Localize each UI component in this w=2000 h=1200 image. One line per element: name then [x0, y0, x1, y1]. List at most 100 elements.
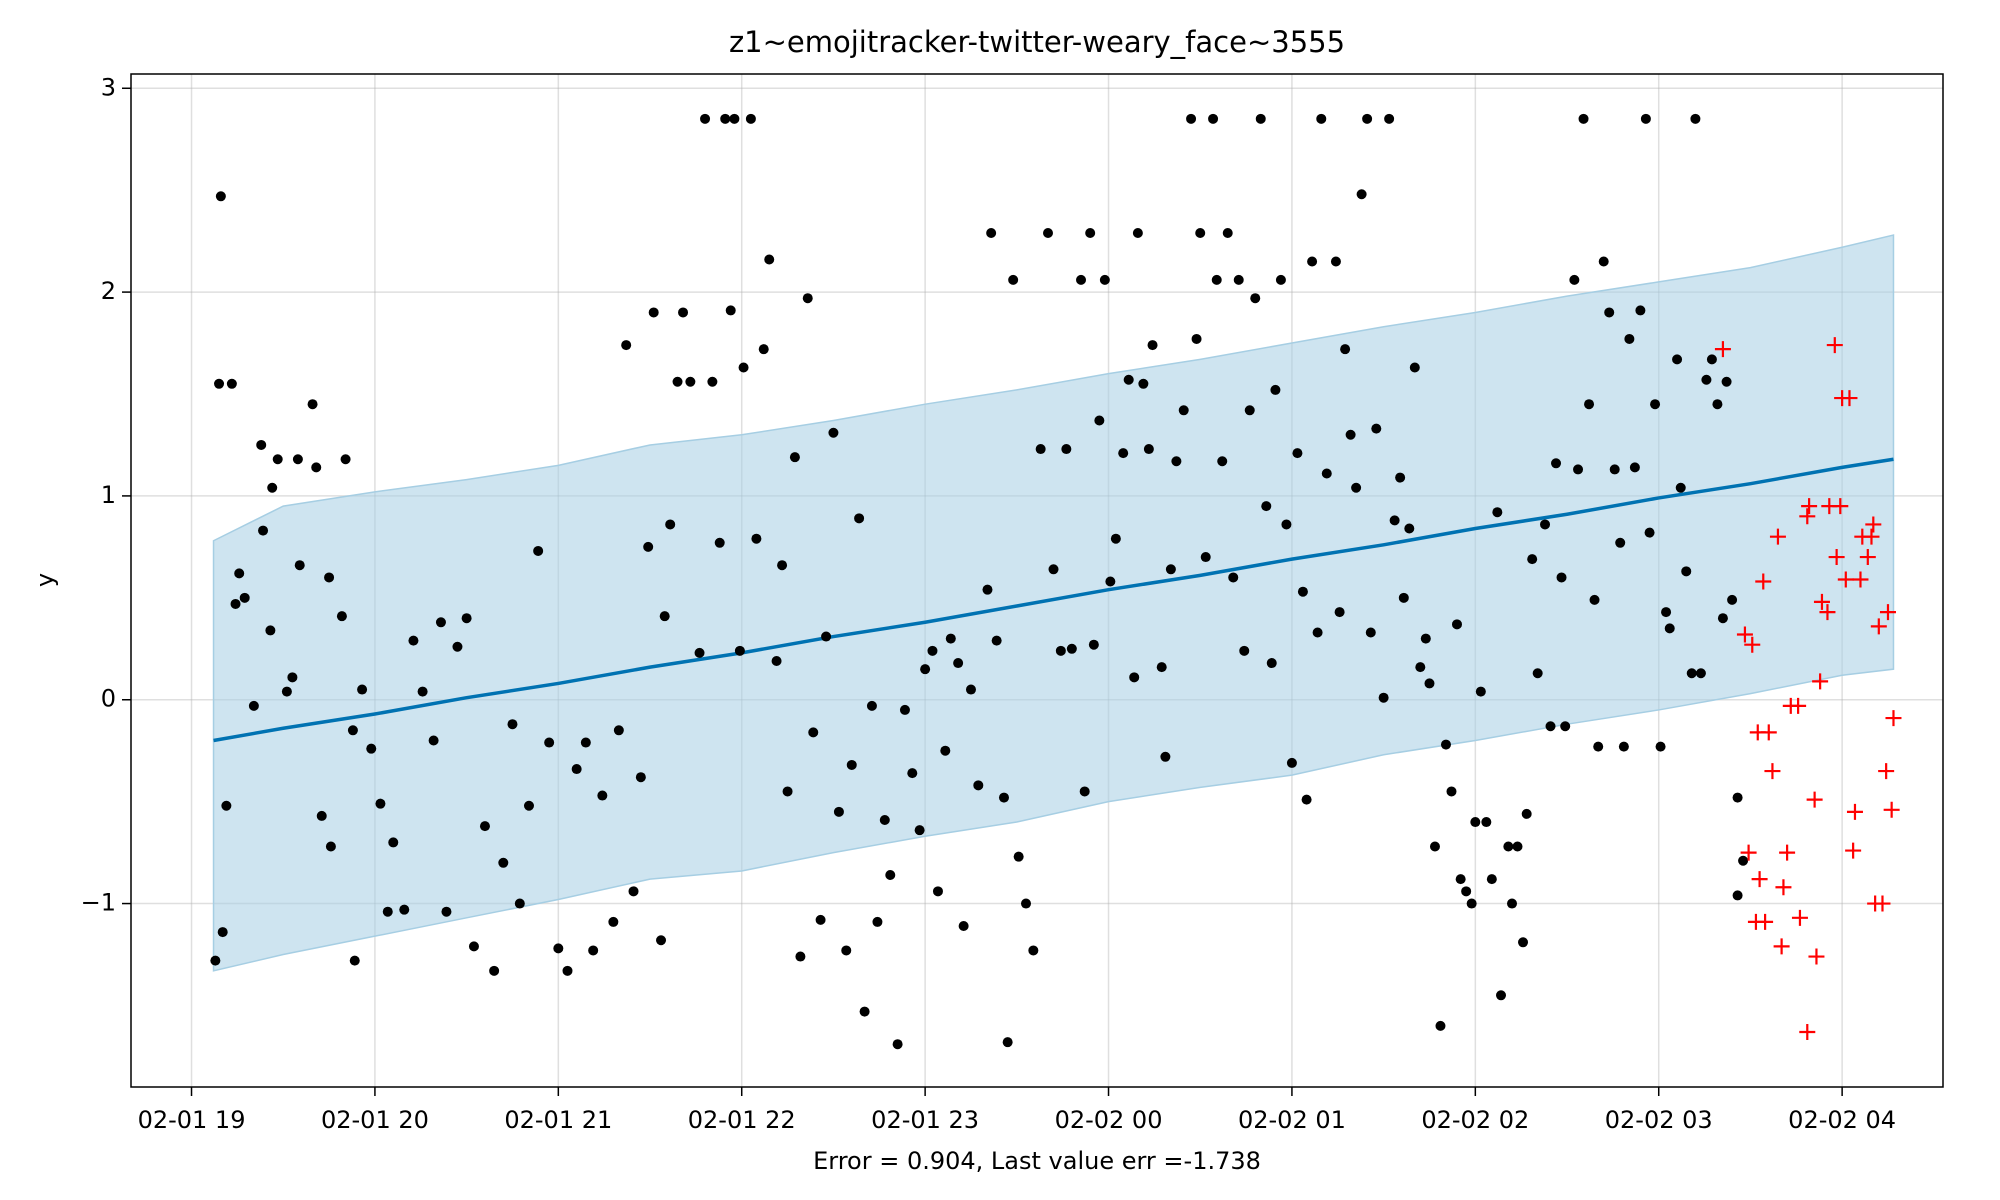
forecast-point [1870, 618, 1887, 635]
data-point [1615, 537, 1626, 548]
data-point [1589, 594, 1600, 605]
data-point [1028, 945, 1039, 956]
data-point [217, 927, 228, 938]
data-point [267, 482, 278, 493]
data-point [991, 635, 1002, 646]
data-point [628, 886, 639, 897]
forecast-point [1714, 341, 1731, 358]
data-point [758, 344, 769, 355]
data-point [287, 672, 298, 683]
data-point [1143, 444, 1154, 455]
data-point [1440, 739, 1451, 750]
data-point [1261, 501, 1272, 512]
data-point [1061, 444, 1072, 455]
data-point [1732, 890, 1743, 901]
data-point [648, 307, 659, 318]
data-point [258, 525, 269, 536]
data-point [764, 254, 775, 265]
data-point [1451, 619, 1462, 630]
forecast-point [1812, 673, 1829, 690]
data-point [1395, 472, 1406, 483]
data-point [958, 920, 969, 931]
data-point [1661, 607, 1672, 618]
x-tick-label: 02-01 22 [688, 1106, 796, 1134]
data-point [523, 800, 534, 811]
forecast-point [1757, 913, 1774, 930]
data-point [324, 572, 335, 583]
data-point [1629, 462, 1640, 473]
y-tick-label: −1 [81, 889, 116, 917]
data-point [1270, 384, 1281, 395]
forecast-line [213, 457, 1894, 743]
data-point [1655, 741, 1666, 752]
data-point [340, 454, 351, 465]
data-point [215, 191, 226, 202]
forecast-point [1799, 508, 1816, 525]
data-point [417, 686, 428, 697]
data-point [1321, 468, 1332, 479]
data-point [248, 700, 259, 711]
data-point [945, 633, 956, 644]
data-point [1507, 898, 1518, 909]
data-point [1404, 523, 1415, 534]
data-point [608, 916, 619, 927]
data-point [1604, 307, 1615, 318]
data-point [399, 904, 410, 915]
data-point [498, 857, 509, 868]
data-point [1389, 515, 1400, 526]
data-point [866, 700, 877, 711]
forecast-point [1751, 871, 1768, 888]
forecast-point [1791, 909, 1808, 926]
data-point [885, 870, 896, 881]
data-point [789, 452, 800, 463]
y-axis-label: y [31, 573, 59, 587]
data-point [1598, 256, 1609, 267]
data-point [953, 658, 964, 669]
data-point [1527, 554, 1538, 565]
data-point [1706, 354, 1717, 365]
y-tick-label: 0 [101, 685, 116, 713]
data-point [1672, 354, 1683, 365]
data-point [1008, 274, 1019, 285]
data-point [571, 764, 582, 775]
data-point [388, 837, 399, 848]
data-point [435, 617, 446, 628]
data-point [366, 743, 377, 754]
forecast-point [1744, 636, 1761, 653]
forecast-point [1790, 697, 1807, 714]
data-point [1712, 399, 1723, 410]
data-point [1233, 274, 1244, 285]
data-point [272, 454, 283, 465]
data-point [1573, 464, 1584, 475]
data-point [892, 1039, 903, 1050]
data-point [1365, 627, 1376, 638]
data-point [1560, 721, 1571, 732]
data-point [1208, 113, 1219, 124]
data-point [1420, 633, 1431, 644]
data-point [1334, 607, 1345, 618]
data-point [1085, 227, 1096, 238]
data-point [685, 376, 696, 387]
data-point [1584, 399, 1595, 410]
data-point [256, 439, 267, 450]
y-tick-label: 2 [101, 277, 116, 305]
data-point [1281, 519, 1292, 530]
data-point [533, 545, 544, 556]
forecast-point [1740, 844, 1757, 861]
forecast-point [1813, 593, 1830, 610]
data-point [479, 821, 490, 832]
data-point [1228, 572, 1239, 583]
data-point [1079, 786, 1090, 797]
forecast-point [1832, 498, 1849, 515]
data-point [408, 635, 419, 646]
data-point [336, 611, 347, 622]
data-point [700, 113, 711, 124]
data-point [347, 725, 358, 736]
data-point [1217, 456, 1228, 467]
data-point [1521, 808, 1532, 819]
data-point [1503, 841, 1514, 852]
data-point [694, 647, 705, 658]
data-point [1578, 113, 1589, 124]
data-point [1481, 817, 1492, 828]
data-point [940, 745, 951, 756]
